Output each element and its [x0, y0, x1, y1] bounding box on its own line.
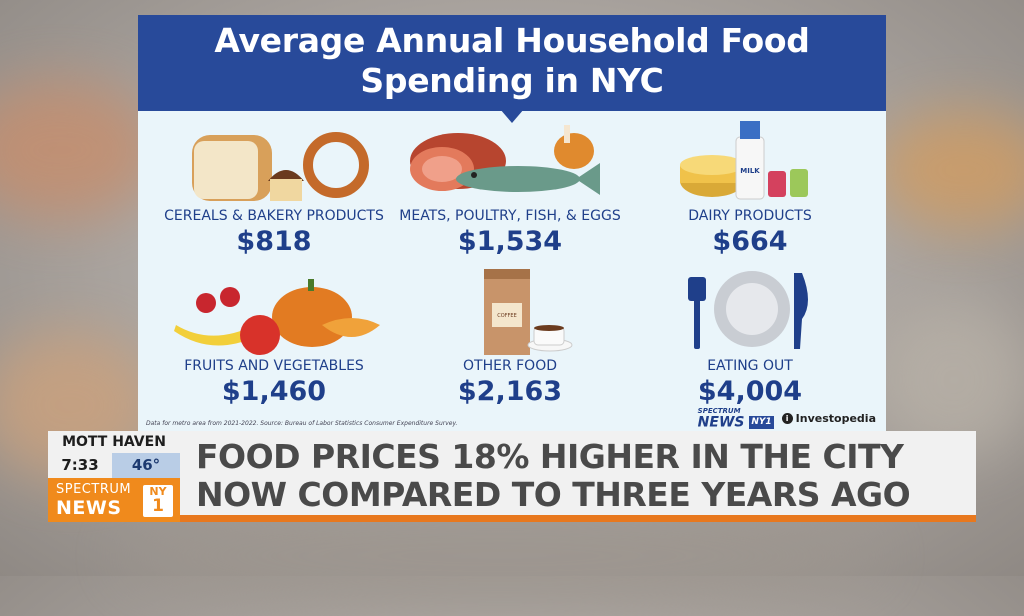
category-label: OTHER FOOD [463, 358, 557, 374]
temperature-display: 46° [112, 453, 180, 478]
category-amount: $1,460 [221, 376, 327, 407]
category-label: DAIRY PRODUCTS [688, 208, 812, 224]
category-eating-out: EATING OUT $4,004 [630, 358, 870, 407]
eating-out-illustration [688, 271, 808, 349]
headline-line-2: NOW COMPARED TO THREE YEARS AGO [196, 475, 911, 514]
title-line-1: Average Annual Household Food [214, 21, 810, 60]
category-meats: MEATS, POULTRY, FISH, & EGGS $1,534 [390, 208, 630, 257]
category-amount: $4,004 [697, 376, 803, 407]
category-amount: $2,163 [457, 376, 563, 407]
category-fruits-vegetables: FRUITS AND VEGETABLES $1,460 [154, 358, 394, 407]
milk-label: MILK [740, 167, 760, 175]
spectrum-news-logo: SPECTRUM NEWS NY1 [697, 407, 774, 431]
infographic-header: Average Annual Household Food Spending i… [138, 15, 886, 111]
brand-spectrum-text: SPECTRUM [56, 482, 132, 497]
category-amount: $818 [236, 226, 312, 257]
bakery-illustration [192, 132, 369, 201]
other-food-illustration: COFFEE [484, 269, 573, 355]
meats-illustration [410, 125, 600, 195]
time-display: 7:33 [48, 453, 112, 478]
dairy-illustration: MILK [680, 121, 808, 200]
ny1-number: 1 [152, 496, 164, 516]
category-label: FRUITS AND VEGETABLES [184, 358, 364, 374]
logo-spectrum-text: SPECTRUM [697, 407, 741, 415]
infographic-card: Average Annual Household Food Spending i… [138, 15, 886, 433]
fruits-illustration [174, 279, 380, 355]
ny1-text: NY [149, 485, 167, 498]
logo-ny1: NY1 [749, 416, 774, 429]
coffee-label: COFFEE [497, 313, 517, 319]
category-label: CEREALS & BAKERY PRODUCTS [164, 208, 384, 224]
category-label: EATING OUT [707, 358, 793, 374]
logo-news-text: NEWS [697, 414, 745, 431]
headline-accent-bar [180, 515, 976, 522]
background-blur [874, 110, 1024, 230]
location-label: MOTT HAVEN [48, 431, 180, 453]
headline: FOOD PRICES 18% HIGHER IN THE CITY NOW C… [196, 438, 966, 514]
investopedia-logo: i Investopedia [781, 411, 876, 425]
category-label: MEATS, POULTRY, FISH, & EGGS [399, 208, 621, 224]
infographic-title: Average Annual Household Food Spending i… [138, 21, 886, 101]
infographic-logos: SPECTRUM NEWS NY1 i Investopedia [697, 407, 876, 431]
background-blur [0, 80, 160, 220]
title-line-2: Spending in NYC [360, 61, 664, 100]
category-cereals-bakery: CEREALS & BAKERY PRODUCTS $818 [154, 208, 394, 257]
headline-line-1: FOOD PRICES 18% HIGHER IN THE CITY [196, 437, 904, 476]
brand-news-text: NEWS [56, 497, 122, 519]
investopedia-text: Investopedia [795, 411, 876, 425]
source-note: Data for metro area from 2021-2022. Sour… [146, 420, 458, 427]
category-amount: $1,534 [457, 226, 563, 257]
headline-bar [180, 431, 976, 515]
category-amount: $664 [712, 226, 788, 257]
category-dairy: DAIRY PRODUCTS $664 [630, 208, 870, 257]
header-notch [500, 109, 524, 123]
category-other-food: OTHER FOOD $2,163 [390, 358, 630, 407]
ny1-logo: NY 1 [143, 485, 173, 517]
investopedia-icon: i [781, 412, 793, 424]
